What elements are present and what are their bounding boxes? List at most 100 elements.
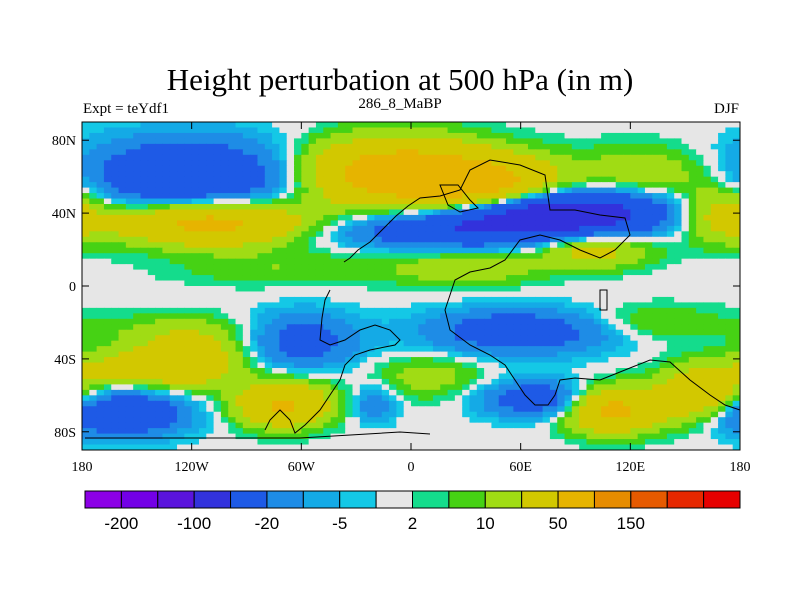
heatmap-cell <box>557 176 566 183</box>
heatmap-cell <box>527 351 536 358</box>
heatmap-cell <box>213 193 222 200</box>
heatmap-cell <box>579 127 587 134</box>
heatmap-cell <box>498 253 507 260</box>
heatmap-cell <box>527 318 536 325</box>
heatmap-cell <box>147 149 156 156</box>
heatmap-cell <box>630 225 639 232</box>
heatmap-cell <box>125 335 134 342</box>
heatmap-cell <box>696 214 704 221</box>
heatmap-cell <box>191 346 200 353</box>
heatmap-cell <box>220 138 229 145</box>
heatmap-cell <box>462 220 470 227</box>
heatmap-cell <box>623 171 631 178</box>
heatmap-cell <box>403 258 412 265</box>
heatmap-cell <box>703 417 712 424</box>
heatmap-cell <box>608 280 617 287</box>
heatmap-cell <box>688 187 697 194</box>
heatmap-cell <box>162 264 171 271</box>
heatmap-cell <box>498 182 507 189</box>
heatmap-cell <box>666 138 675 145</box>
heatmap-cell <box>389 307 397 314</box>
heatmap-cell <box>294 318 302 325</box>
heatmap-cell <box>140 220 149 227</box>
heatmap-cell <box>476 258 485 265</box>
heatmap-cell <box>155 160 163 167</box>
heatmap-cell <box>367 138 375 145</box>
heatmap-cell <box>696 362 704 369</box>
heatmap-cell <box>579 193 587 200</box>
heatmap-cell <box>491 258 500 265</box>
heatmap-cell <box>177 143 185 150</box>
heatmap-cell <box>206 258 215 265</box>
heatmap-cell <box>177 138 185 145</box>
heatmap-cell <box>469 395 478 402</box>
heatmap-cell <box>571 286 580 292</box>
heatmap-cell <box>703 236 712 243</box>
heatmap-cell <box>257 275 266 282</box>
heatmap-cell <box>403 302 412 309</box>
heatmap-cell <box>454 176 463 183</box>
period-label: 286_8_MaBP <box>358 96 442 112</box>
heatmap-cell <box>257 154 266 161</box>
heatmap-cell <box>557 220 566 227</box>
heatmap-cell <box>630 384 639 391</box>
heatmap-cell <box>367 346 375 353</box>
heatmap-cell <box>432 247 441 254</box>
heatmap-cell <box>520 384 529 391</box>
heatmap-cell <box>432 204 441 210</box>
heatmap-cell <box>476 373 485 380</box>
heatmap-cell <box>688 176 697 183</box>
heatmap-cell <box>82 329 90 336</box>
heatmap-cell <box>198 258 207 265</box>
heatmap-cell <box>257 264 266 271</box>
heatmap-cell <box>630 198 639 205</box>
heatmap-cell <box>506 280 514 287</box>
heatmap-cell <box>535 253 544 260</box>
heatmap-cell <box>118 209 127 216</box>
heatmap-cell <box>389 384 397 391</box>
heatmap-cell <box>323 329 332 336</box>
heatmap-cell <box>89 313 98 320</box>
heatmap-cell <box>352 149 361 156</box>
heatmap-cell <box>506 154 514 161</box>
heatmap-cell <box>213 269 222 276</box>
heatmap-cell <box>615 378 624 385</box>
heatmap-cell <box>549 280 558 287</box>
heatmap-cell <box>359 335 368 342</box>
heatmap-cell <box>323 335 332 342</box>
heatmap-cell <box>571 198 580 205</box>
heatmap-cell <box>462 231 470 238</box>
heatmap-cell <box>250 193 258 200</box>
heatmap-cell <box>637 362 646 369</box>
heatmap-cell <box>601 400 609 407</box>
heatmap-cell <box>425 400 434 407</box>
heatmap-cell <box>140 264 149 271</box>
heatmap-cell <box>674 373 683 380</box>
heatmap-cell <box>666 373 675 380</box>
heatmap-cell <box>696 269 704 276</box>
heatmap-cell <box>681 154 690 161</box>
heatmap-cell <box>542 296 551 303</box>
heatmap-cell <box>389 138 397 145</box>
heatmap-cell <box>155 384 163 391</box>
heatmap-cell <box>659 378 668 385</box>
heatmap-cell <box>374 307 383 314</box>
heatmap-cell <box>411 313 419 320</box>
heatmap-cell <box>125 329 134 336</box>
heatmap-cell <box>732 127 741 134</box>
heatmap-cell <box>411 417 419 424</box>
heatmap-cell <box>294 149 302 156</box>
heatmap-cell <box>147 307 156 314</box>
heatmap-cell <box>601 160 609 167</box>
heatmap-cell <box>513 193 522 200</box>
heatmap-cell <box>96 247 105 254</box>
heatmap-cell <box>484 225 492 232</box>
heatmap-cell <box>250 411 258 418</box>
heatmap-cell <box>337 335 346 342</box>
heatmap-cell <box>228 368 237 374</box>
heatmap-cell <box>469 149 478 156</box>
heatmap-cell <box>308 231 317 238</box>
heatmap-cell <box>206 340 215 347</box>
heatmap-cell <box>637 176 646 183</box>
heatmap-cell <box>542 214 551 221</box>
